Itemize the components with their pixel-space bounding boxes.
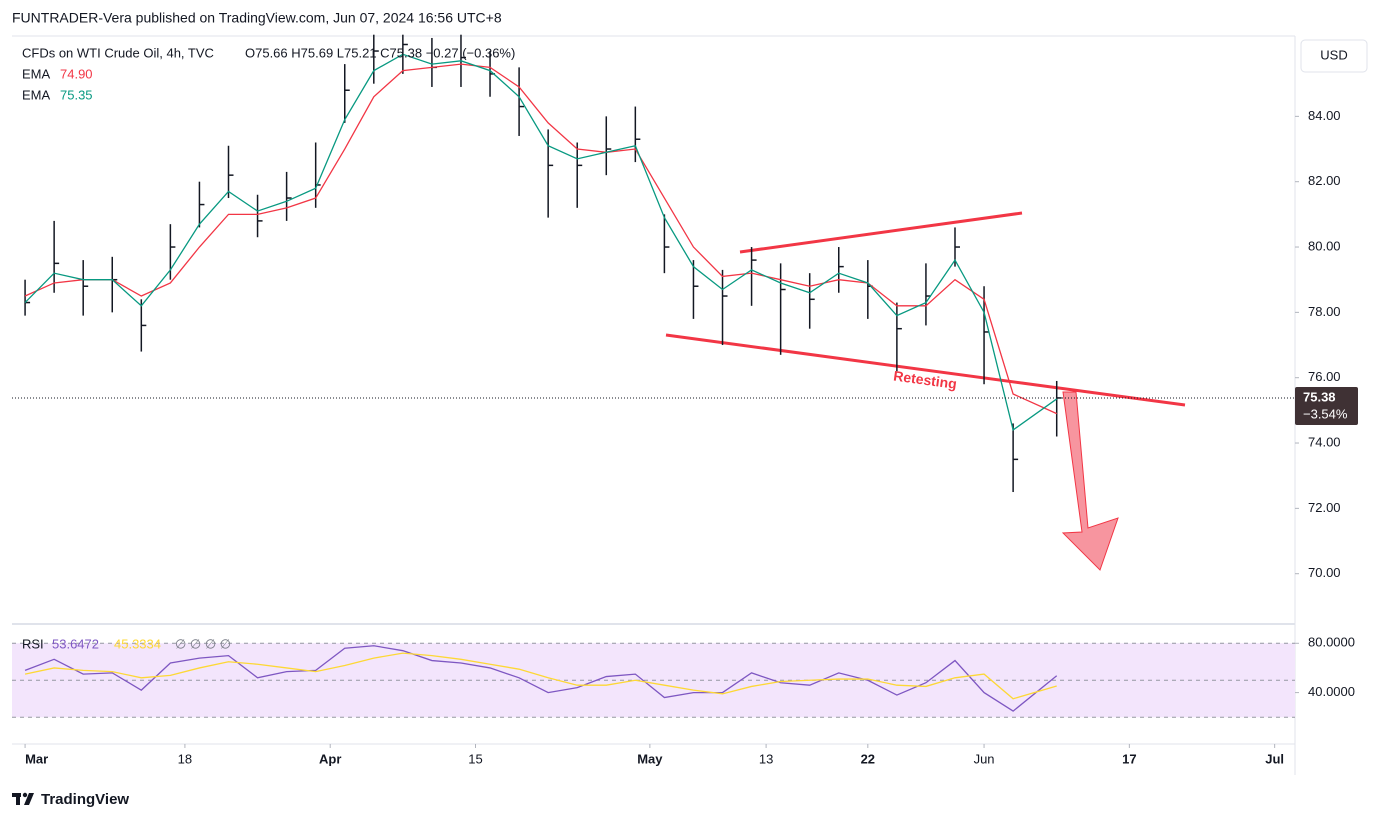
footer-brand: TradingView xyxy=(41,791,129,808)
x-tick-label: May xyxy=(637,751,663,766)
x-tick-label: 18 xyxy=(178,751,192,766)
logo-part xyxy=(24,793,34,805)
currency-label: USD xyxy=(1320,47,1347,62)
x-tick-label: Jun xyxy=(974,751,995,766)
rsi-status: ∅ ∅ ∅ ∅ xyxy=(175,636,231,651)
x-tick-label: Apr xyxy=(319,751,341,766)
legend-name: EMA xyxy=(22,66,51,81)
down-arrow xyxy=(1061,391,1119,571)
x-tick-label: 15 xyxy=(468,751,482,766)
legend-value: 75.35 xyxy=(60,87,93,102)
upper-trendline xyxy=(739,211,1023,254)
y-tick-label: 80.00 xyxy=(1308,238,1341,253)
x-tick-label: 17 xyxy=(1122,751,1136,766)
x-tick-label: Jul xyxy=(1265,751,1284,766)
rsi-y-tick-label: 40.0000 xyxy=(1308,684,1355,699)
change-tag-label: −3.54% xyxy=(1303,406,1348,421)
publish-header: FUNTRADER-Vera published on TradingView.… xyxy=(12,10,502,26)
y-tick-label: 78.00 xyxy=(1308,304,1341,319)
price-tag-label: 75.38 xyxy=(1303,389,1336,404)
y-tick-label: 84.00 xyxy=(1308,108,1341,123)
logo-part xyxy=(16,793,20,805)
rsi-legend-value: 45.3334 xyxy=(114,636,161,651)
x-tick-label: 13 xyxy=(759,751,773,766)
currency-button[interactable] xyxy=(1300,39,1368,73)
logo-part xyxy=(22,792,28,798)
y-tick-label: 82.00 xyxy=(1308,173,1341,188)
y-tick-label: 74.00 xyxy=(1308,434,1341,449)
lower-trendline xyxy=(665,333,1186,407)
x-tick-label: 22 xyxy=(861,751,875,766)
legend-name: EMA xyxy=(22,87,51,102)
rsi-legend-value: 53.6472 xyxy=(52,636,99,651)
y-tick-label: 72.00 xyxy=(1308,500,1341,515)
symbol-title: CFDs on WTI Crude Oil, 4h, TVC xyxy=(22,45,214,60)
ema-line xyxy=(24,63,1057,415)
x-tick-label: Mar xyxy=(25,751,48,766)
footer-logo xyxy=(12,792,34,805)
ohlc-label: O75.66 H75.69 L75.21 C75.38 −0.27 (−0.36… xyxy=(245,45,515,60)
rsi-y-tick-label: 80.0000 xyxy=(1308,635,1355,650)
rsi-line xyxy=(24,645,1058,712)
legend-value: 74.90 xyxy=(60,66,93,81)
y-tick-label: 70.00 xyxy=(1308,565,1341,580)
price-tag xyxy=(1295,386,1358,425)
y-tick-label: 76.00 xyxy=(1308,369,1341,384)
ema-line xyxy=(24,53,1058,432)
rsi-title: RSI xyxy=(22,636,44,651)
rsi-line xyxy=(24,652,1057,700)
